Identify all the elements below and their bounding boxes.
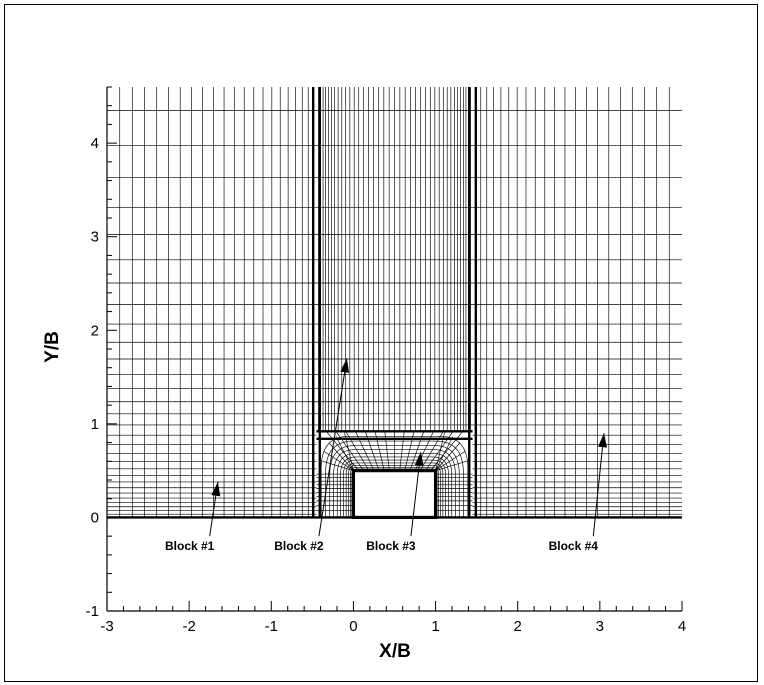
mesh-radial-block3 xyxy=(374,431,385,471)
mesh-radial-block3 xyxy=(404,431,415,471)
block-label: Block #3 xyxy=(366,539,416,553)
block-arrow-head xyxy=(598,433,607,448)
mesh-radial-block3 xyxy=(384,431,390,471)
block-arrow-head xyxy=(414,451,424,467)
mesh-fan-block3 xyxy=(435,460,469,471)
y-tick-label: 3 xyxy=(91,229,99,246)
axes: -3 -2 -1 0 1 2 3 4 -1 0 1 2 3 4 xyxy=(86,86,686,635)
block-arrow-line xyxy=(592,433,605,537)
x-tick-label: 1 xyxy=(431,618,439,635)
block-arrows xyxy=(209,358,607,537)
block-labels: Block #1 Block #2 Block #3 Block #4 xyxy=(165,539,598,553)
block-arrow-line xyxy=(410,451,422,537)
mesh-radial-block3 xyxy=(355,431,375,471)
x-tick-label: 3 xyxy=(596,618,604,635)
mesh-radial-block3 xyxy=(345,431,370,471)
y-tick-label: 0 xyxy=(91,509,99,526)
mesh-fan-block3 xyxy=(323,450,354,471)
block-arrow-head xyxy=(340,358,350,373)
mesh-fan-block3 xyxy=(320,460,354,471)
x-axis-title: X/B xyxy=(379,641,411,662)
y-tick-label: -1 xyxy=(86,603,99,620)
mesh-fan-block3 xyxy=(435,442,461,471)
mesh-fan-block3 xyxy=(335,436,354,471)
block-label: Block #2 xyxy=(274,539,324,553)
mesh-fan-block3 xyxy=(435,450,466,471)
mesh-radial-block3 xyxy=(399,431,405,471)
block-label: Block #1 xyxy=(165,539,215,553)
mesh-fan-block3 xyxy=(435,436,454,471)
y-tick-label: 4 xyxy=(91,135,99,152)
mesh-radial-block3 xyxy=(419,431,444,471)
x-tick-label: 4 xyxy=(678,618,686,635)
mesh-radial-block3 xyxy=(364,431,380,471)
x-tick-label: -3 xyxy=(100,618,113,635)
y-tick-label: 2 xyxy=(91,322,99,339)
x-tick-label: -2 xyxy=(182,618,195,635)
y-tick-label: 1 xyxy=(91,416,99,433)
block-boundaries xyxy=(107,87,682,610)
x-tick-label: 0 xyxy=(349,618,357,635)
below-wall-blank xyxy=(108,519,681,610)
block-arrow-line xyxy=(318,358,348,537)
mesh-lines xyxy=(107,87,682,518)
x-tick-label: -1 xyxy=(265,618,278,635)
block-label: Block #4 xyxy=(549,539,599,553)
x-tick-label: 2 xyxy=(514,618,522,635)
obstacle xyxy=(351,469,438,520)
y-axis-title: Y/B xyxy=(42,331,63,363)
figure-border xyxy=(4,4,758,682)
block-arrow-head xyxy=(211,481,221,497)
